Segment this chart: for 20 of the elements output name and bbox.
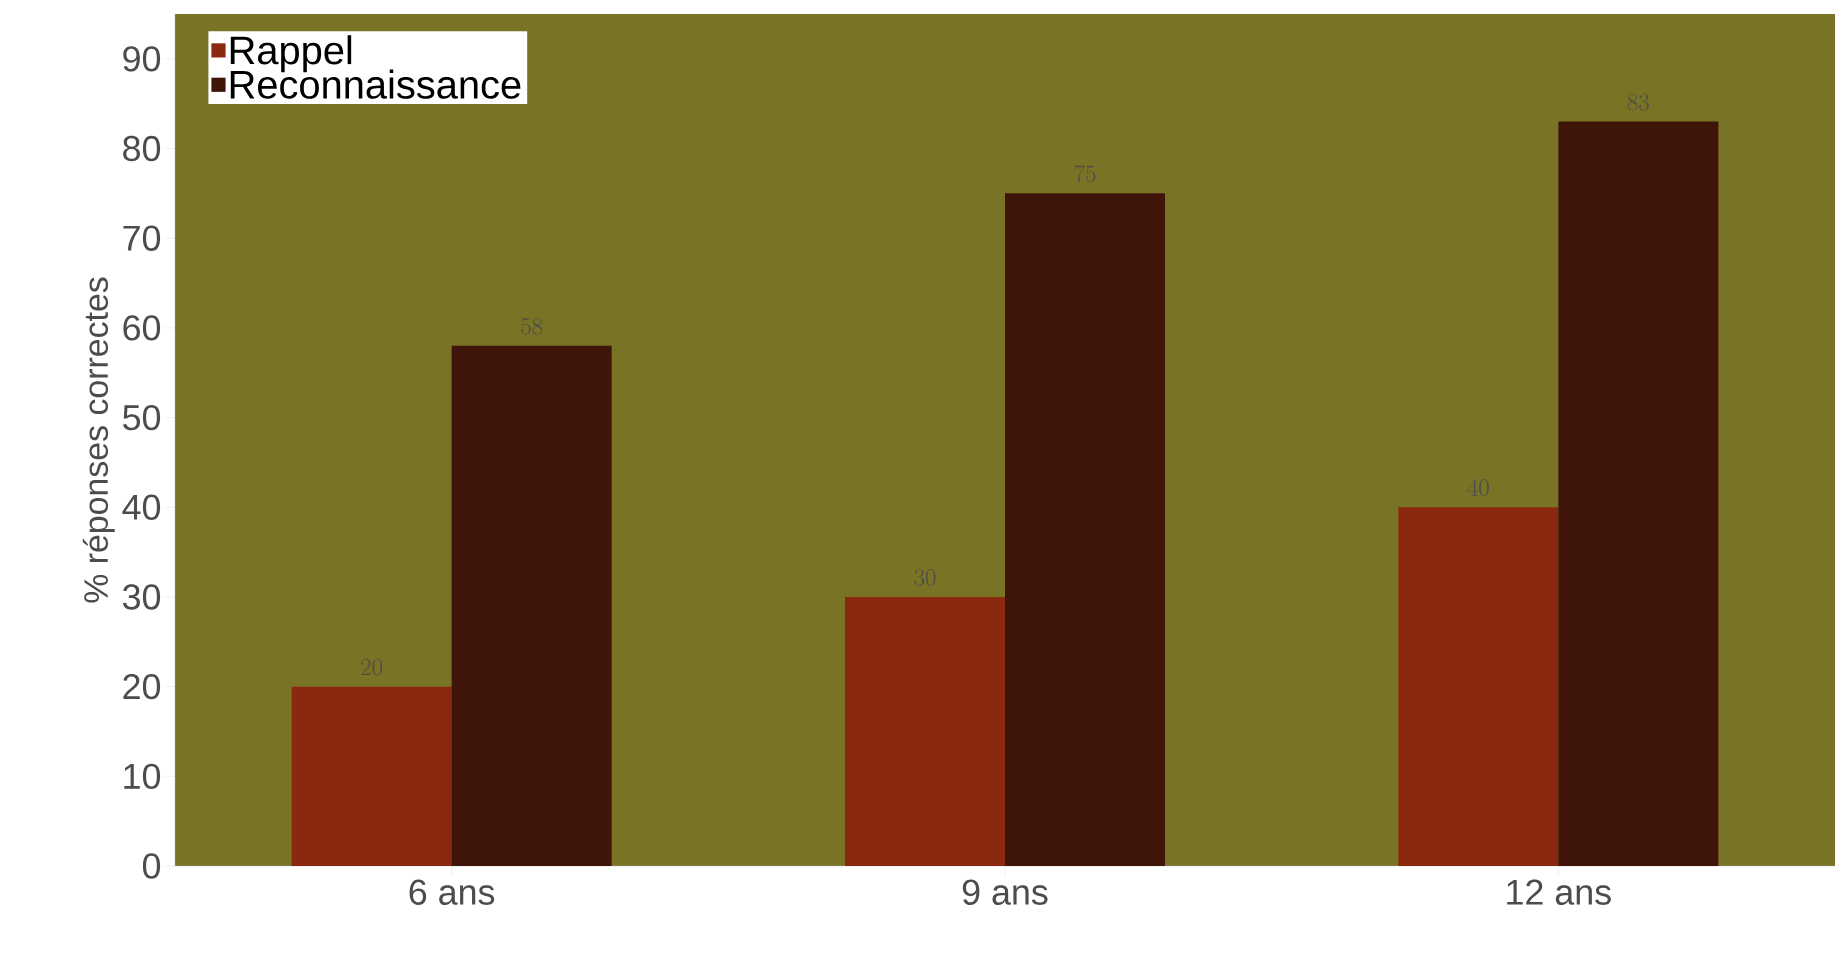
bar [291,686,452,866]
bar [845,596,1006,866]
bar [1005,193,1166,866]
x-tick-label: 6 ans [409,879,495,905]
y-tick-label: 70 [123,225,161,251]
y-tick-label: 20 [123,673,161,700]
bar [1558,121,1719,866]
y-tick-label: 0 [142,853,161,879]
y-tick-label: 30 [122,584,161,610]
x-tick-label: 12 ans [1507,879,1611,905]
x-tick-label: 9 ans [962,879,1048,905]
y-tick-label: 90 [123,46,161,72]
y-tick-label: 80 [123,135,161,162]
y-axis-title: % réponses correctes [82,277,115,603]
y-tick-label: 40 [122,494,161,520]
y-tick-label: 50 [123,404,161,431]
bar [451,345,612,866]
y-tick-label: 10 [124,763,161,789]
y-tick-label: 60 [123,315,161,341]
bar [1398,507,1559,866]
